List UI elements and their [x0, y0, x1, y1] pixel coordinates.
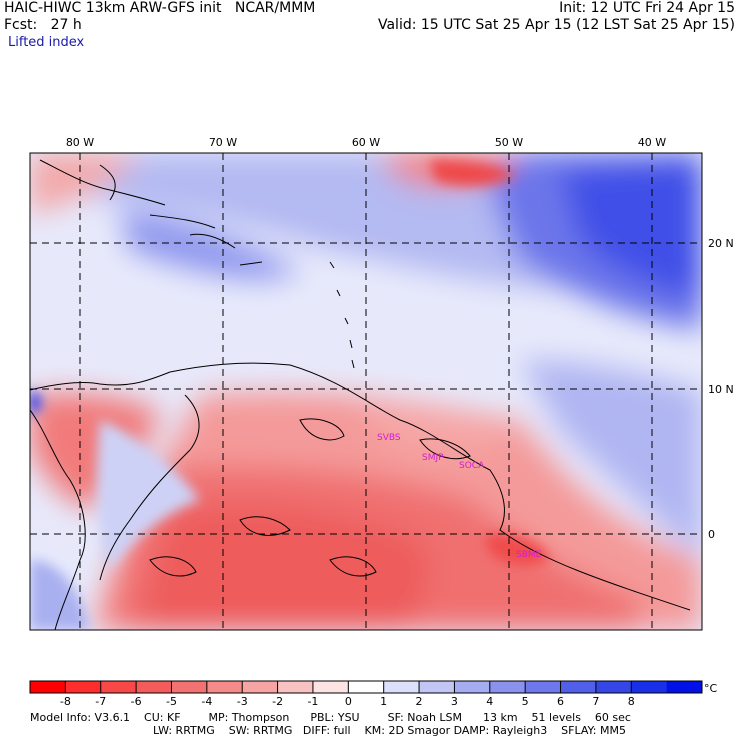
latitude-labels: 20 N 10 N 0 [708, 237, 734, 541]
colorbar-swatch [525, 681, 562, 693]
colorbar-frame [29, 680, 703, 694]
colorbar-label: -8 [60, 695, 71, 708]
colorbar-label: 5 [522, 695, 529, 708]
colorbar-swatch [454, 681, 491, 693]
colorbar-swatch [560, 681, 597, 693]
colorbar-swatch [65, 681, 102, 693]
colorbar-label: -2 [272, 695, 283, 708]
footer-model-info: Model Info: V3.6.1 CU: KF MP: Thompson P… [30, 711, 631, 724]
lifted-index-shading [30, 153, 702, 630]
lon-label: 40 W [638, 136, 666, 149]
field-name: Lifted index [8, 35, 85, 50]
colorbar-label: 7 [592, 695, 599, 708]
colorbar-label: 8 [628, 695, 635, 708]
colorbar-swatch [666, 681, 703, 693]
colorbar-swatch [348, 681, 385, 693]
colorbar-label: -1 [307, 695, 318, 708]
colorbar-swatch [595, 681, 632, 693]
station-label-soca: SOCA [459, 461, 485, 471]
colorbar-label: 1 [380, 695, 387, 708]
colorbar-swatch [206, 681, 243, 693]
lon-label: 80 W [66, 136, 94, 149]
colorbar-label: 3 [451, 695, 458, 708]
colorbar-label: 2 [416, 695, 423, 708]
colorbar-label: -6 [131, 695, 142, 708]
lat-label: 0 [708, 528, 715, 541]
colorbar-swatch [419, 681, 455, 693]
colorbar-swatch [489, 681, 526, 693]
colorbar-label: -3 [237, 695, 248, 708]
station-label-svbs: SVBS [377, 433, 401, 443]
colorbar-swatch [312, 681, 349, 693]
colorbar-swatch [100, 681, 137, 693]
colorbar: -8 -7 -6 -5 -4 -3 -2 -1 0 1 2 3 4 5 6 7 8 °C [29, 680, 718, 708]
lon-label: 50 W [495, 136, 523, 149]
colorbar-swatch [631, 681, 668, 693]
colorbar-label: 6 [557, 695, 564, 708]
init-time: Init: 12 UTC Fri 24 Apr 15 [559, 0, 735, 16]
colorbar-swatch [30, 681, 66, 693]
colorbar-swatch [171, 681, 208, 693]
forecast-hour: Fcst: 27 h [4, 17, 82, 33]
colorbar-swatch [242, 681, 279, 693]
colorbar-swatch [136, 681, 172, 693]
map-frame [29, 152, 703, 631]
colorbar-swatch [277, 681, 314, 693]
station-label-smjp: SMJP [422, 453, 444, 463]
colorbar-label: -7 [95, 695, 106, 708]
coastlines [30, 159, 691, 630]
station-label-sbme: SBME [516, 550, 542, 560]
station-labels: SVBS SMJP SOCA SBME [377, 433, 542, 560]
colorbar-label: -5 [166, 695, 177, 708]
graticule [30, 153, 702, 630]
lat-label: 10 N [708, 383, 734, 396]
colorbar-label: 0 [345, 695, 352, 708]
colorbar-label: 4 [486, 695, 493, 708]
lon-label: 70 W [209, 136, 237, 149]
colorbar-swatch [383, 681, 420, 693]
longitude-labels: 80 W 70 W 60 W 50 W 40 W [66, 136, 666, 149]
lat-label: 20 N [708, 237, 734, 250]
footer-physics-info: LW: RRTMG SW: RRTMG DIFF: full KM: 2D Sm… [153, 724, 626, 737]
lon-label: 60 W [352, 136, 380, 149]
model-title: HAIC-HIWC 13km ARW-GFS init NCAR/MMM [4, 0, 316, 16]
colorbar-label: -4 [201, 695, 212, 708]
colorbar-unit: °C [704, 682, 718, 695]
valid-time: Valid: 15 UTC Sat 25 Apr 15 (12 LST Sat … [377, 17, 735, 33]
